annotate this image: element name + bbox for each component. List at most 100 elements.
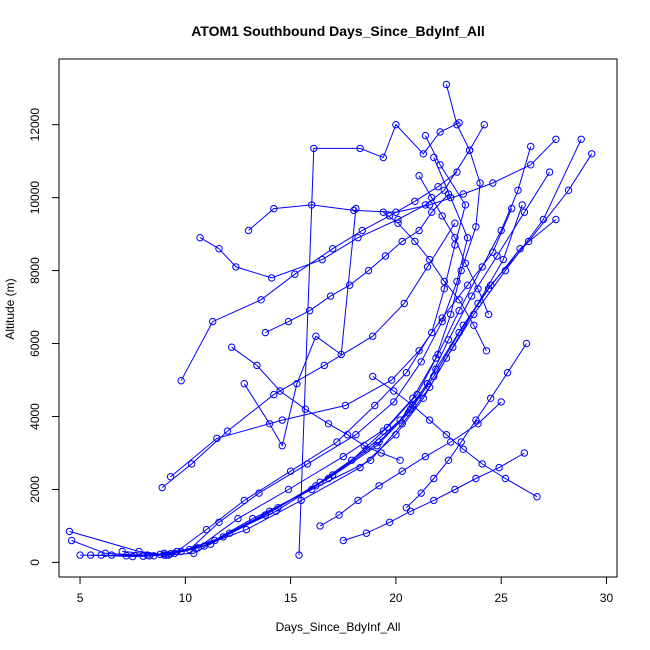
data-point	[261, 328, 270, 337]
data-point	[339, 536, 347, 545]
data-point	[444, 456, 453, 464]
data-point	[455, 307, 463, 315]
data-point	[533, 493, 541, 501]
data-point	[434, 183, 442, 191]
data-point	[320, 361, 328, 370]
data-point	[423, 263, 432, 271]
data-point	[196, 234, 204, 242]
data-point	[171, 549, 179, 557]
data-point	[211, 536, 219, 545]
data-point	[461, 201, 470, 209]
data-point	[354, 496, 362, 505]
series-8	[143, 215, 560, 559]
y-tick-label: 4000	[28, 403, 42, 430]
series-12	[177, 168, 461, 385]
series-line	[164, 204, 523, 554]
data-point	[343, 431, 352, 439]
series-line	[383, 211, 487, 352]
series-line	[80, 157, 469, 557]
data-point	[451, 234, 459, 242]
data-point	[249, 514, 257, 523]
data-point	[278, 442, 286, 450]
data-point	[453, 121, 461, 129]
data-point	[86, 551, 95, 559]
data-point	[440, 186, 448, 195]
data-point	[472, 416, 480, 424]
y-tick-label: 10000	[28, 181, 42, 215]
data-point	[190, 549, 198, 557]
x-tick-label: 20	[389, 591, 403, 605]
data-point	[232, 263, 240, 271]
series-line	[147, 219, 557, 556]
data-point	[379, 153, 387, 162]
data-point	[97, 551, 105, 559]
series-6	[107, 150, 596, 560]
y-tick-label: 2000	[28, 476, 42, 503]
data-point	[440, 277, 448, 286]
data-point	[270, 390, 278, 399]
data-point	[503, 369, 512, 377]
data-point	[352, 204, 360, 213]
data-point	[107, 551, 116, 559]
data-point	[527, 161, 535, 169]
data-point	[67, 536, 76, 545]
data-point	[442, 80, 451, 89]
series-line	[101, 171, 551, 557]
data-point	[268, 274, 276, 282]
data-point	[489, 248, 497, 257]
series-13	[196, 121, 488, 282]
chart-title: ATOM1 Southbound Days_Since_BdyInf_All	[191, 23, 485, 39]
plot-frame	[58, 58, 618, 578]
data-point	[415, 226, 423, 235]
series-5	[97, 168, 554, 560]
data-point	[520, 208, 529, 216]
data-point	[366, 456, 375, 464]
data-point	[428, 193, 436, 202]
data-point	[472, 474, 480, 483]
data-point	[129, 552, 137, 561]
data-point	[369, 332, 377, 340]
data-point	[362, 529, 371, 537]
data-point	[588, 150, 596, 158]
data-point	[270, 204, 278, 213]
data-point	[493, 252, 501, 260]
data-point	[423, 380, 432, 388]
data-point	[318, 255, 326, 264]
y-axis: 0 2000 4000 6000 8000 10000 12000	[28, 108, 60, 566]
data-point	[356, 144, 364, 153]
data-point	[449, 343, 457, 351]
data-point	[394, 219, 402, 227]
data-point	[474, 285, 482, 293]
data-point	[295, 551, 303, 559]
data-point	[432, 354, 440, 362]
data-point	[459, 190, 467, 198]
data-point	[463, 281, 472, 289]
x-axis-label: Days_Since_BdyInf_All	[276, 620, 401, 634]
series-24	[339, 449, 529, 545]
data-point	[440, 285, 448, 293]
data-point	[438, 212, 446, 220]
data-point	[209, 317, 217, 326]
data-point	[527, 142, 535, 151]
data-point	[564, 186, 573, 195]
data-point	[497, 398, 505, 406]
data-point	[337, 350, 345, 359]
data-point	[474, 299, 482, 308]
data-point	[421, 452, 430, 461]
series-21	[379, 208, 491, 355]
data-point	[371, 401, 379, 410]
series-11	[158, 219, 459, 492]
data-point	[508, 204, 516, 213]
data-point	[200, 542, 209, 550]
x-tick-label: 5	[77, 591, 84, 605]
data-point	[360, 442, 368, 450]
data-point	[223, 427, 232, 435]
data-point	[455, 119, 463, 127]
data-point	[406, 507, 415, 515]
series-line	[248, 138, 557, 231]
data-point	[489, 179, 497, 187]
data-point	[463, 234, 472, 242]
data-point	[158, 483, 166, 492]
data-point	[447, 193, 455, 202]
